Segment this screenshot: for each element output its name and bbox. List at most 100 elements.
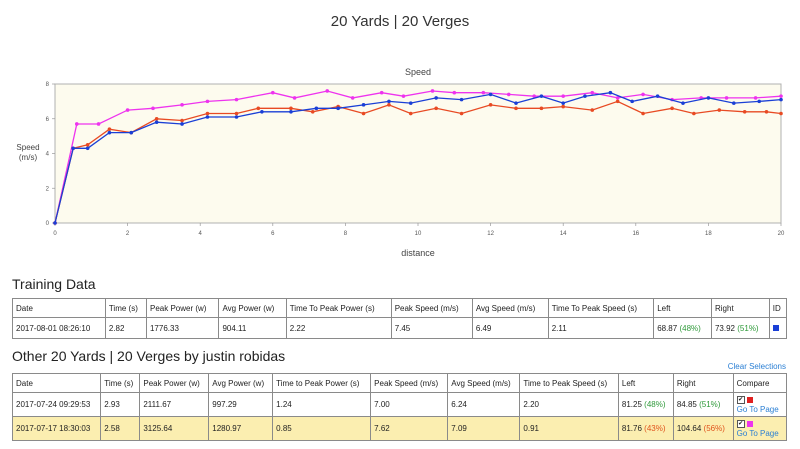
data-point [779,111,783,116]
data-point [154,116,159,121]
data-point [641,111,645,116]
data-point [717,108,722,112]
data-point [234,111,239,116]
left-cell: 68.87 (48%) [653,317,712,339]
data-point [336,106,340,111]
training-data-heading: Training Data [12,276,96,292]
data-point [361,103,366,107]
x-tick-label: 10 [415,231,422,237]
avg-power-cell: 904.11 [218,317,287,339]
peak-power-cell: 3125.64 [139,416,210,441]
avg-power-cell: 997.29 [208,392,274,417]
x-tick-label: 8 [344,231,348,237]
column-header: Compare [732,373,788,393]
data-point [361,111,366,116]
data-point [401,94,406,98]
data-point [615,96,620,100]
x-tick-label: 4 [199,231,203,237]
training-data-table: Date Time (s) Peak Power (w) Avg Power (… [12,298,788,339]
data-point [608,90,613,95]
x-tick-label: 14 [560,231,567,237]
data-point [539,106,544,111]
data-point [514,106,518,111]
column-header: Left [617,373,674,393]
column-header: Left [653,298,712,318]
data-point [350,96,355,100]
data-point [180,118,184,123]
time-cell: 2.82 [104,317,147,339]
time-to-peak-power-cell: 0.85 [272,416,372,441]
data-point [561,104,565,109]
data-point [459,97,464,102]
peak-speed-cell: 7.45 [390,317,473,339]
clear-selections-link[interactable]: Clear Selections [727,362,786,371]
data-point [292,96,297,100]
right-value: 84.85 [676,400,697,409]
data-point [271,90,275,95]
column-header: Time to Peak Speed (s) [519,373,619,393]
column-header: Time to Peak Power (s) [272,373,372,393]
data-point [692,111,696,116]
y-tick-label: 2 [46,186,50,192]
data-point [53,221,57,225]
data-point [310,110,315,114]
data-point [129,130,134,135]
column-header: Time (s) [100,373,141,393]
data-point [260,110,264,114]
data-point [74,122,79,126]
page-title: 20 Yards | 20 Verges [330,13,470,30]
data-point [107,127,112,131]
data-point [85,143,90,147]
data-point [434,106,438,111]
data-point [387,99,391,104]
data-point [434,96,438,100]
id-color-swatch [772,324,779,331]
column-header: Time (s) [104,298,147,318]
left-percent: (48%) [679,323,701,333]
data-point [655,94,660,98]
column-header: Peak Power (w) [139,373,210,393]
data-point [757,99,762,104]
data-point [107,130,112,135]
peak-power-cell: 2111.67 [139,392,210,417]
data-point [96,122,101,126]
right-cell: 104.64 (56%) [672,416,734,441]
column-header: Avg Speed (m/s) [447,373,521,393]
x-tick-label: 2 [126,231,130,237]
time-cell: 2.93 [100,392,141,417]
compare-color-swatch [746,420,753,427]
peak-power-cell: 1776.33 [145,317,220,339]
go-to-page-link[interactable]: Go To Page [736,429,779,438]
data-point [532,94,536,98]
compare-color-swatch [746,396,753,403]
data-point [459,111,464,116]
right-percent: (56%) [703,424,725,433]
x-tick-label: 18 [705,231,712,237]
column-header: Time To Peak Power (s) [285,298,392,318]
column-header: Date [12,298,106,318]
data-point [742,110,747,114]
time-to-peak-speed-cell: 2.11 [547,317,655,339]
data-point [85,146,90,151]
compare-checkbox[interactable]: ✔ [736,419,745,428]
y-tick-label: 4 [46,152,50,158]
left-value: 68.87 [657,323,678,333]
x-tick-label: 0 [53,231,57,237]
data-point [256,106,261,111]
data-point [408,111,413,116]
data-point [205,111,210,116]
data-point [488,103,493,107]
left-percent: (48%) [644,400,666,409]
y-tick-label: 6 [46,117,50,123]
table-header-row: Date Time (s) Peak Power (w) Avg Power (… [12,298,788,318]
go-to-page-link[interactable]: Go To Page [736,405,779,414]
compare-checkbox[interactable]: ✔ [736,395,745,404]
data-point [387,103,391,107]
data-point [670,106,674,111]
data-point [753,96,758,100]
y-axis-label: (m/s) [19,153,38,162]
column-header: Right [672,373,734,393]
left-value: 81.25 [621,400,642,409]
data-point [205,115,210,119]
compare-cell: ✔ Go To Page [732,416,788,441]
